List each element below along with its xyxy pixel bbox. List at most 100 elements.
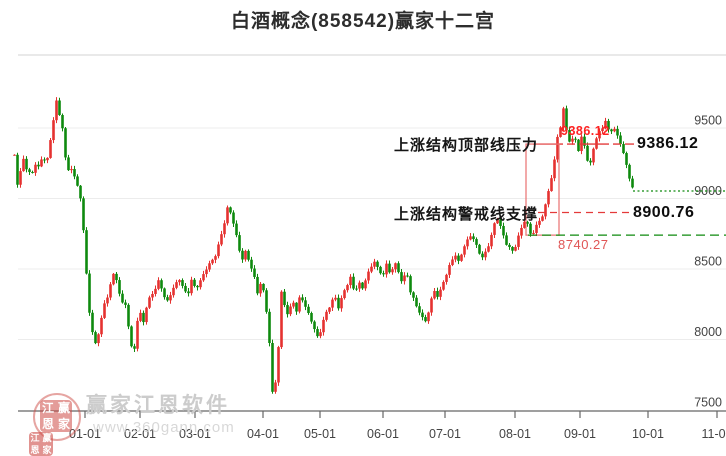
page-title: 白酒概念(858542)赢家十二宫 (230, 11, 496, 32)
candle-up (439, 289, 442, 297)
candle-down (508, 244, 511, 247)
candle-down (577, 139, 580, 152)
x-axis-label: 03-01 (179, 427, 211, 441)
resistance-line-value: 9386.12 (637, 135, 699, 152)
watermark-url-text: www.360gann.com (93, 419, 235, 436)
candle-down (127, 304, 130, 327)
candle-down (229, 207, 232, 213)
candle-up (442, 281, 445, 290)
x-axis-label: 10-01 (632, 427, 664, 441)
candle-up (70, 169, 73, 171)
candle-down (421, 312, 424, 318)
candle-down (589, 160, 592, 163)
candle-up (157, 280, 160, 289)
candle-down (301, 297, 304, 301)
candle-down (295, 302, 298, 312)
candle-up (112, 273, 115, 285)
y-axis-label: 9000 (694, 184, 722, 198)
candle-down (193, 279, 196, 286)
candle-down (256, 276, 259, 294)
candle-up (319, 332, 322, 337)
candle-up (274, 382, 277, 392)
x-axis-label: 06-01 (367, 427, 399, 441)
candle-down (616, 128, 619, 136)
candle-up (55, 100, 58, 121)
candle-up (97, 334, 100, 344)
candle-down (304, 300, 307, 307)
candle-down (238, 235, 241, 251)
candle-up (367, 271, 370, 281)
candle-up (373, 261, 376, 267)
candle-up (172, 287, 175, 296)
candle-up (559, 127, 562, 137)
candle-up (325, 311, 328, 320)
candle-down (418, 306, 421, 313)
y-axis-label: 8000 (694, 325, 722, 339)
resistance-value-overlay: 9386.12 (561, 124, 610, 138)
candle-down (415, 297, 418, 307)
candle-up (553, 159, 556, 179)
candle-up (550, 178, 553, 192)
candle-up (244, 250, 247, 260)
candle-down (67, 157, 70, 171)
seal-stamp-small-icon: 江赢 恩家 (29, 432, 53, 456)
candle-down (247, 250, 250, 260)
candle-down (337, 297, 340, 309)
candle-down (481, 253, 484, 258)
candle-up (343, 290, 346, 299)
candle-down (94, 332, 97, 344)
candle-down (355, 288, 358, 290)
candle-down (436, 290, 439, 297)
candle-down (253, 268, 256, 277)
candle-up (604, 120, 607, 129)
candle-down (310, 313, 313, 322)
candle-up (451, 259, 454, 266)
candle-down (61, 115, 64, 129)
candle-down (397, 263, 400, 273)
candle-down (472, 236, 475, 240)
candle-down (409, 276, 412, 293)
candle-down (76, 176, 79, 186)
candle-up (403, 275, 406, 282)
candle-down (313, 321, 316, 330)
candle-down (406, 275, 409, 277)
candle-down (376, 261, 379, 267)
candle-up (280, 291, 283, 348)
candle-up (391, 269, 394, 273)
candle-up (538, 220, 541, 225)
candle-down (187, 291, 190, 294)
x-axis-label: 01-01 (69, 427, 101, 441)
candle-down (619, 135, 622, 145)
candle-up (151, 293, 154, 298)
candle-up (448, 265, 451, 275)
candle-down (115, 273, 118, 281)
candle-up (109, 284, 112, 298)
candle-down (400, 272, 403, 282)
candle-down (160, 280, 163, 289)
candle-up (148, 297, 151, 308)
candle-down (502, 225, 505, 236)
candle-up (100, 317, 103, 335)
candle-up (259, 283, 262, 294)
candle-down (457, 255, 460, 261)
x-axis-label: 08-01 (499, 427, 531, 441)
candle-down (424, 317, 427, 322)
watermark-seal-logo: 江赢 恩家 江赢 恩家 (29, 392, 82, 456)
candle-up (496, 219, 499, 224)
candle-down (565, 108, 568, 131)
candle-down (241, 250, 244, 260)
candle-down (352, 276, 355, 289)
candle-up (454, 255, 457, 260)
candle-down (58, 100, 61, 116)
candle-up (598, 131, 601, 139)
candle-up (214, 256, 217, 260)
candle-up (592, 148, 595, 163)
y-axis-label: 9500 (694, 114, 722, 128)
seal-ring-icon (33, 393, 81, 441)
candle-down (118, 280, 121, 294)
candle-up (211, 259, 214, 264)
candle-up (394, 263, 397, 270)
candle-down (85, 230, 88, 274)
candle-up (433, 290, 436, 299)
candle-up (445, 274, 448, 282)
